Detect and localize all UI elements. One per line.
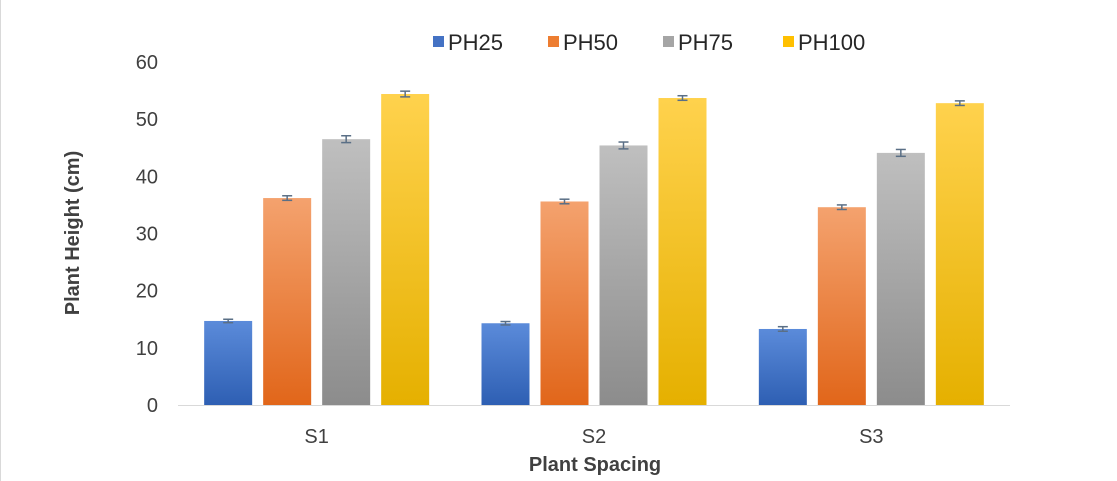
legend-label-ph75: PH75 xyxy=(678,30,733,55)
y-tick-label: 60 xyxy=(136,52,158,74)
y-tick-label: 40 xyxy=(136,166,158,188)
legend-swatch-ph75 xyxy=(663,36,674,47)
bar-ph25-s1 xyxy=(204,320,253,405)
x-tick-label: S3 xyxy=(859,426,883,448)
bar-ph25-s2 xyxy=(481,323,530,405)
bar-ph75-s3 xyxy=(876,152,925,405)
legend-swatch-ph50 xyxy=(548,36,559,47)
bar-ph75-s2 xyxy=(599,145,648,406)
bars xyxy=(204,94,984,406)
bar-ph75-s1 xyxy=(322,139,371,406)
legend-swatch-ph25 xyxy=(433,36,444,47)
legend: PH25 PH50 PH75 PH100 xyxy=(433,30,865,55)
x-tick-label: S1 xyxy=(304,426,328,448)
x-axis-title: Plant Spacing xyxy=(529,454,661,476)
bar-ph100-s2 xyxy=(658,98,707,405)
legend-swatch-ph100 xyxy=(783,36,794,47)
error-bars xyxy=(223,90,965,333)
y-tick-label: 50 xyxy=(136,109,158,131)
y-tick-label: 20 xyxy=(136,281,158,303)
y-tick-label: 10 xyxy=(136,338,158,360)
y-axis: 0 10 20 30 40 50 60 xyxy=(136,52,158,417)
bar-ph25-s3 xyxy=(758,328,807,405)
y-tick-label: 30 xyxy=(136,224,158,246)
bar-ph100-s3 xyxy=(935,103,984,405)
legend-label-ph25: PH25 xyxy=(448,30,503,55)
bar-ph50-s2 xyxy=(540,201,589,405)
x-tick-label: S2 xyxy=(582,426,606,448)
bar-ph50-s1 xyxy=(263,198,312,405)
legend-label-ph100: PH100 xyxy=(798,30,865,55)
x-axis: S1 S2 S3 xyxy=(178,405,1010,448)
legend-label-ph50: PH50 xyxy=(563,30,618,55)
bar-ph100-s1 xyxy=(381,94,430,405)
bar-ph50-s3 xyxy=(817,207,866,405)
y-axis-title: Plant Height (cm) xyxy=(62,151,84,315)
y-tick-label: 0 xyxy=(147,395,158,417)
